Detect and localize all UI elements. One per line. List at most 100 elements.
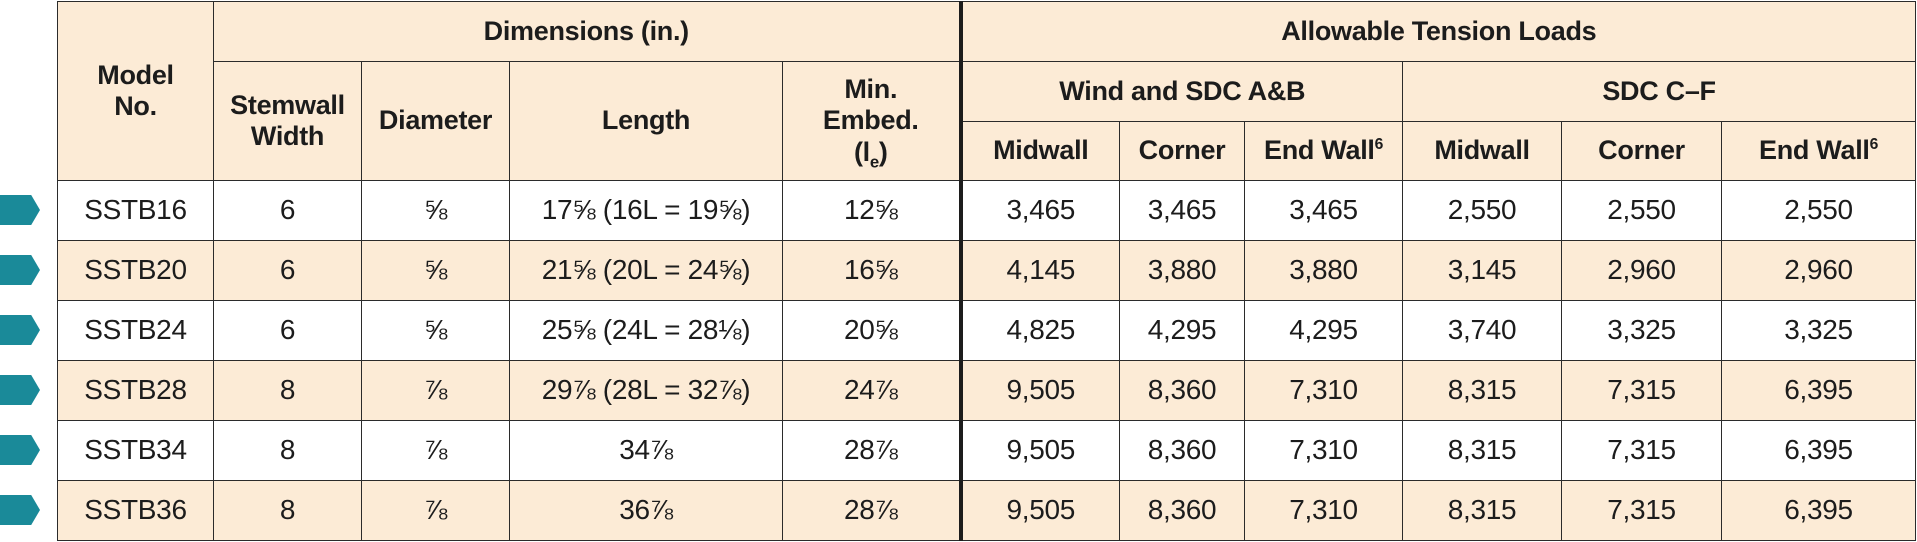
cell-sdc-midwall: 3,740 xyxy=(1402,300,1563,361)
cell-diameter: ⅝ xyxy=(361,180,510,241)
cell-diameter: ⅞ xyxy=(361,360,510,421)
header-sdc-c-f: SDC C–F xyxy=(1402,61,1917,122)
cell-min-embed: 24⅞ xyxy=(781,360,962,421)
cell-length: 34⅞ xyxy=(509,420,783,481)
row-marker-icon xyxy=(0,375,40,405)
cell-sdc-corner: 2,960 xyxy=(1561,240,1723,301)
cell-length: 36⅞ xyxy=(509,480,783,541)
min-embed-subscript: e xyxy=(869,151,879,171)
cell-model-no: SSTB28 xyxy=(57,360,214,421)
header-wind-sdc-ab: Wind and SDC A&B xyxy=(958,61,1404,122)
header-wind-corner: Corner xyxy=(1119,121,1246,181)
cell-diameter: ⅞ xyxy=(361,420,510,481)
cell-wind-corner: 8,360 xyxy=(1119,480,1246,541)
cell-stemwall-width: 8 xyxy=(213,420,362,481)
cell-sdc-corner: 7,315 xyxy=(1561,420,1723,481)
cell-wind-end-wall: 4,295 xyxy=(1244,300,1404,361)
cell-sdc-end-wall: 2,960 xyxy=(1721,240,1917,301)
cell-min-embed: 16⅝ xyxy=(781,240,962,301)
cell-wind-end-wall: 7,310 xyxy=(1244,360,1404,421)
cell-wind-midwall: 4,145 xyxy=(958,240,1121,301)
row-marker-icon xyxy=(0,195,40,225)
cell-sdc-midwall: 2,550 xyxy=(1402,180,1563,241)
table-row: SSTB24 6 ⅝ 25⅝ (24L = 28⅛) 20⅝ 4,825 4,295 4,29… xyxy=(57,300,1917,361)
cell-sdc-corner: 7,315 xyxy=(1561,480,1723,541)
row-marker-icon xyxy=(0,255,40,285)
cell-stemwall-width: 6 xyxy=(213,180,362,241)
min-embed-close: ) xyxy=(878,136,888,167)
cell-sdc-corner: 2,550 xyxy=(1561,180,1723,241)
cell-length: 29⅞ (28L = 32⅞) xyxy=(509,360,783,421)
cell-sdc-end-wall: 6,395 xyxy=(1721,360,1917,421)
cell-wind-corner: 4,295 xyxy=(1119,300,1246,361)
cell-sdc-corner: 3,325 xyxy=(1561,300,1723,361)
cell-length: 17⅝ (16L = 19⅝) xyxy=(509,180,783,241)
cell-wind-midwall: 9,505 xyxy=(958,360,1121,421)
cell-sdc-end-wall: 3,325 xyxy=(1721,300,1917,361)
header-wind-end-wall: End Wall6 xyxy=(1244,121,1404,181)
cell-wind-midwall: 9,505 xyxy=(958,420,1121,481)
row-marker-icon xyxy=(0,315,40,345)
min-embed-symbol: (l xyxy=(853,136,870,167)
cell-sdc-end-wall: 6,395 xyxy=(1721,480,1917,541)
cell-wind-midwall: 3,465 xyxy=(958,180,1121,241)
cell-wind-corner: 3,880 xyxy=(1119,240,1246,301)
row-marker-column xyxy=(0,0,50,542)
table-row: SSTB16 6 ⅝ 17⅝ (16L = 19⅝) 12⅝ 3,465 3,465 3,46… xyxy=(57,180,1917,241)
cell-min-embed: 28⅞ xyxy=(781,420,962,481)
cell-sdc-midwall: 8,315 xyxy=(1402,360,1563,421)
table-row: SSTB20 6 ⅝ 21⅝ (20L = 24⅝) 16⅝ 4,145 3,880 3,88… xyxy=(57,240,1917,301)
cell-wind-end-wall: 3,465 xyxy=(1244,180,1404,241)
header-dimensions: Dimensions (in.) xyxy=(212,1,962,62)
cell-wind-corner: 8,360 xyxy=(1119,360,1246,421)
footnote-marker: 6 xyxy=(1374,136,1384,154)
cell-model-no: SSTB24 xyxy=(57,300,214,361)
table-row: SSTB34 8 ⅞ 34⅞ 28⅞ 9,505 8,360 7,310 8,315 7,315 6… xyxy=(57,420,1917,481)
cell-wind-midwall: 9,505 xyxy=(958,480,1121,541)
header-sdc-end-wall: End Wall6 xyxy=(1721,121,1917,181)
cell-wind-corner: 8,360 xyxy=(1119,420,1246,481)
cell-model-no: SSTB16 xyxy=(57,180,214,241)
cell-diameter: ⅝ xyxy=(361,240,510,301)
cell-model-no: SSTB36 xyxy=(57,480,214,541)
header-min-embed: Min. Embed. (le) xyxy=(781,61,962,181)
cell-min-embed: 28⅞ xyxy=(781,480,962,541)
cell-diameter: ⅝ xyxy=(361,300,510,361)
cell-sdc-midwall: 3,145 xyxy=(1402,240,1563,301)
table-row: SSTB36 8 ⅞ 36⅞ 28⅞ 9,505 8,360 7,310 8,315 7,315 6… xyxy=(57,480,1917,541)
cell-sdc-corner: 7,315 xyxy=(1561,360,1723,421)
anchor-bolt-spec-table: Model No. Dimensions (in.) Allowable Ten… xyxy=(57,1,1917,541)
cell-sdc-end-wall: 2,550 xyxy=(1721,180,1917,241)
cell-model-no: SSTB34 xyxy=(57,420,214,481)
cell-stemwall-width: 8 xyxy=(213,360,362,421)
row-marker-icon xyxy=(0,435,40,465)
cell-min-embed: 20⅝ xyxy=(781,300,962,361)
cell-wind-end-wall: 7,310 xyxy=(1244,480,1404,541)
cell-stemwall-width: 8 xyxy=(213,480,362,541)
row-marker-icon xyxy=(0,495,40,525)
table-row: SSTB28 8 ⅞ 29⅞ (28L = 32⅞) 24⅞ 9,505 8,360 7,31… xyxy=(57,360,1917,421)
cell-wind-midwall: 4,825 xyxy=(958,300,1121,361)
cell-sdc-midwall: 8,315 xyxy=(1402,480,1563,541)
cell-model-no: SSTB20 xyxy=(57,240,214,301)
cell-wind-end-wall: 3,880 xyxy=(1244,240,1404,301)
header-model-no: Model No. xyxy=(57,1,214,181)
cell-length: 21⅝ (20L = 24⅝) xyxy=(509,240,783,301)
cell-stemwall-width: 6 xyxy=(213,300,362,361)
cell-sdc-end-wall: 6,395 xyxy=(1721,420,1917,481)
footnote-marker: 6 xyxy=(1869,136,1879,154)
header-stemwall-width: Stemwall Width xyxy=(213,61,362,181)
cell-length: 25⅝ (24L = 28⅛) xyxy=(509,300,783,361)
cell-sdc-midwall: 8,315 xyxy=(1402,420,1563,481)
cell-min-embed: 12⅝ xyxy=(781,180,962,241)
cell-wind-corner: 3,465 xyxy=(1119,180,1246,241)
header-length: Length xyxy=(509,61,783,181)
header-sdc-corner: Corner xyxy=(1561,121,1723,181)
cell-wind-end-wall: 7,310 xyxy=(1244,420,1404,481)
header-diameter: Diameter xyxy=(361,61,510,181)
cell-diameter: ⅞ xyxy=(361,480,510,541)
header-allowable-tension-loads: Allowable Tension Loads xyxy=(958,1,1917,62)
cell-stemwall-width: 6 xyxy=(213,240,362,301)
min-embed-label: Min. Embed. xyxy=(822,74,919,136)
header-wind-midwall: Midwall xyxy=(958,121,1121,181)
